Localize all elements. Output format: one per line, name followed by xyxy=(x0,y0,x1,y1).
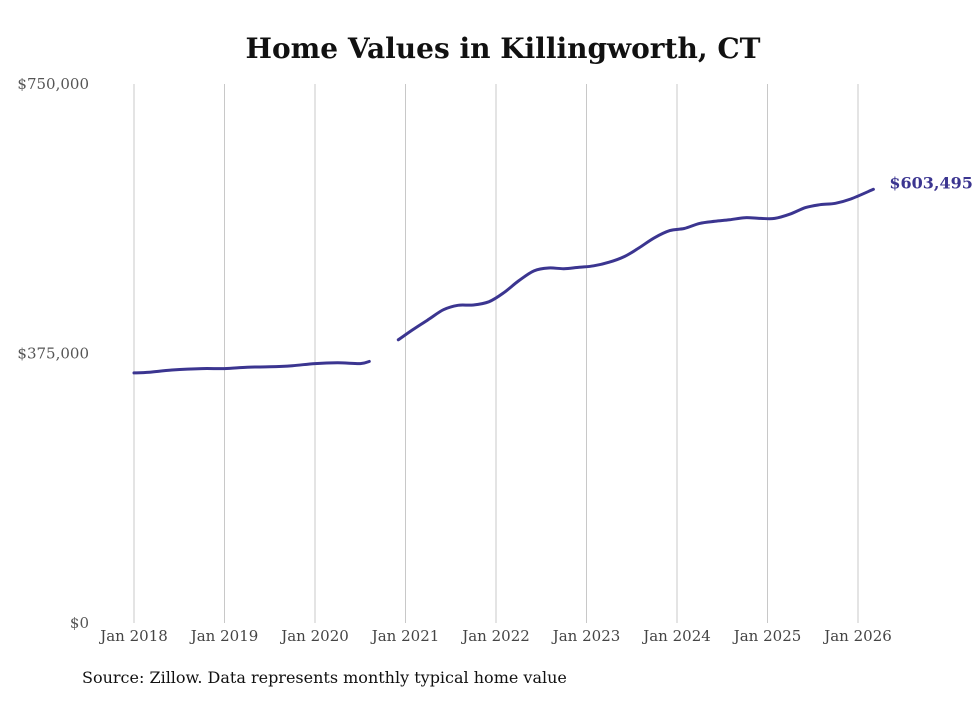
series xyxy=(132,187,875,375)
y-tick-label: $750,000 xyxy=(17,75,89,93)
x-tick-label: Jan 2020 xyxy=(279,627,349,645)
x-tick-label: Jan 2024 xyxy=(641,627,711,645)
y-axis-ticks: $0 $375,000 $750,000 xyxy=(17,75,89,632)
series-line-segment-1 xyxy=(132,359,371,375)
chart-title: Home Values in Killingworth, CT xyxy=(246,32,761,65)
x-tick-label: Jan 2022 xyxy=(460,627,530,645)
end-value-label: $603,495 xyxy=(889,173,973,192)
source-note: Source: Zillow. Data represents monthly … xyxy=(82,668,567,687)
y-tick-label: $375,000 xyxy=(17,345,89,363)
y-tick-label: $0 xyxy=(70,614,89,632)
series-line-segment-2 xyxy=(396,187,875,342)
gridlines xyxy=(133,84,859,623)
x-tick-label: Jan 2021 xyxy=(370,627,440,645)
x-tick-label: Jan 2023 xyxy=(551,627,621,645)
x-axis-ticks: Jan 2018 Jan 2019 Jan 2020 Jan 2021 Jan 2022… xyxy=(98,627,892,645)
x-tick-label: Jan 2025 xyxy=(732,627,802,645)
x-tick-label: Jan 2026 xyxy=(822,627,892,645)
x-tick-label: Jan 2018 xyxy=(98,627,168,645)
x-tick-label: Jan 2019 xyxy=(189,627,259,645)
